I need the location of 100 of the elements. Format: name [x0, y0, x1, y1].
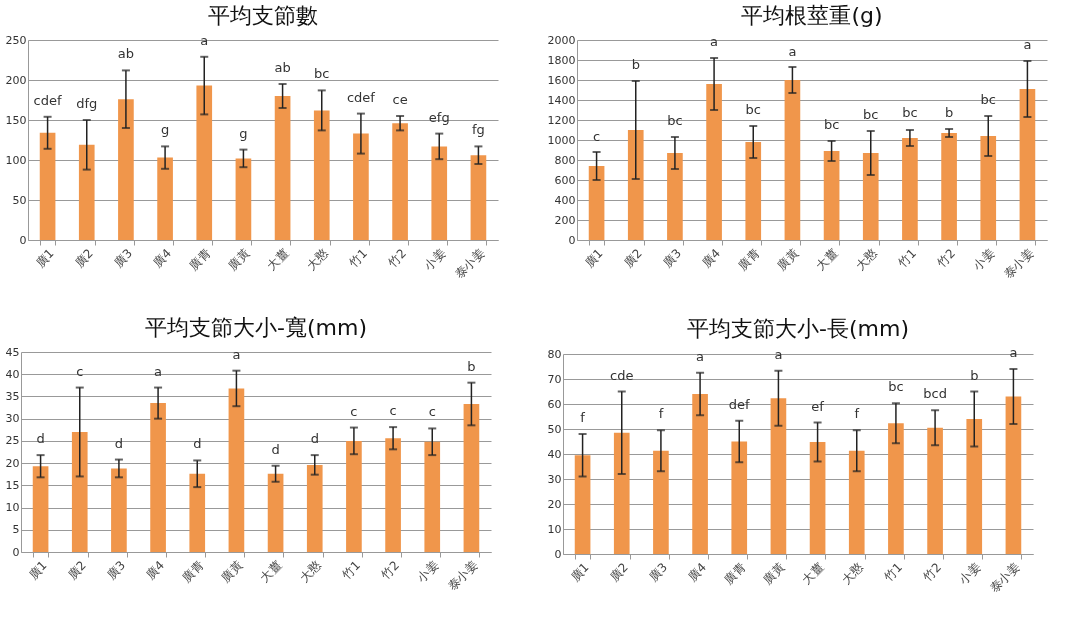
annotation: bc: [745, 102, 761, 117]
bar: [902, 138, 918, 240]
bar: [784, 80, 801, 240]
x-tick-label: 廣3: [111, 246, 135, 270]
annotation: bc: [980, 92, 996, 107]
x-tick-label: 廣3: [660, 246, 684, 270]
x-tick-label: 大薑: [257, 558, 285, 585]
annotation: d: [36, 431, 45, 447]
annotation: bc: [667, 113, 683, 128]
bar: [346, 440, 362, 552]
annotation: d: [114, 435, 124, 451]
x-tick-label: 廣黃: [218, 558, 246, 585]
bar: [196, 85, 213, 240]
x-tick-label: 廣2: [71, 246, 96, 270]
x-tick-label: 竹2: [378, 558, 403, 582]
y-tick-label: 40: [547, 447, 562, 461]
x-tick-label: 大憨: [296, 558, 324, 585]
x-tick-label: 廣4: [143, 558, 168, 582]
annotation: b: [944, 105, 954, 120]
bar: [966, 419, 983, 554]
annotation: f: [658, 406, 664, 422]
bar: [189, 473, 206, 552]
bar: [941, 133, 957, 240]
x-tick-label: 廣青: [721, 560, 749, 587]
x-tick-label: 廣4: [685, 560, 710, 584]
x-tick-label: 小姜: [414, 558, 442, 585]
x-tick-label: 竹2: [934, 246, 959, 270]
bar: [1019, 89, 1036, 240]
y-tick-label: 10: [5, 501, 20, 515]
annotation: g: [160, 122, 170, 138]
x-tick-label: 竹1: [881, 560, 905, 584]
annotation: a: [232, 346, 241, 362]
annotation: c: [389, 403, 397, 419]
bar: [574, 455, 591, 554]
x-tick-label: 大憨: [303, 246, 331, 273]
bar: [692, 394, 708, 554]
bar: [111, 468, 127, 552]
annotation: b: [970, 367, 979, 383]
x-tick-label: 小姜: [970, 246, 998, 273]
y-tick-label: 250: [5, 33, 27, 47]
x-tick-label: 廣1: [25, 558, 50, 582]
y-tick-label: 60: [547, 397, 562, 411]
y-tick-label: 1800: [547, 53, 576, 67]
bar: [706, 84, 722, 240]
bar: [927, 427, 943, 554]
x-tick-label: 廣1: [567, 560, 592, 584]
x-tick-label: 小姜: [956, 560, 984, 587]
annotation: a: [788, 43, 797, 59]
bar: [385, 438, 401, 552]
x-tick-label: 廣1: [32, 246, 57, 270]
annotation: a: [710, 33, 719, 49]
x-tick-label: 廣2: [64, 558, 89, 582]
y-tick-label: 50: [12, 193, 27, 207]
x-tick-label: 廣2: [620, 246, 645, 270]
bar: [1005, 396, 1022, 554]
bar: [306, 464, 323, 552]
y-tick-label: 80: [547, 347, 562, 361]
bar: [463, 404, 480, 552]
annotation: a: [154, 363, 163, 379]
x-tick-label: 廣1: [581, 246, 606, 270]
bar: [431, 146, 448, 240]
y-tick-label: 10: [547, 522, 562, 536]
chart-title: 平均支節大小-長(mm): [687, 316, 909, 341]
bar: [267, 473, 284, 552]
bar: [470, 155, 487, 240]
y-tick-label: 2000: [547, 33, 576, 47]
annotation: d: [310, 431, 319, 447]
y-tick-label: 50: [547, 422, 562, 436]
annotation: bc: [888, 379, 904, 395]
annotation: bcd: [923, 386, 947, 402]
x-tick-label: 廣3: [104, 558, 128, 582]
annotation: dfg: [76, 96, 98, 111]
annotation: c: [428, 404, 436, 420]
bar: [118, 99, 134, 240]
x-tick-label: 廣2: [606, 560, 631, 584]
bar: [39, 132, 56, 240]
annotation: ab: [117, 46, 135, 62]
annotation: a: [1023, 37, 1032, 52]
bar: [274, 96, 291, 240]
bar: [980, 136, 997, 240]
bar: [770, 398, 787, 554]
bar: [32, 466, 49, 552]
annotation: b: [467, 358, 476, 374]
annotation: g: [239, 125, 248, 141]
y-tick-label: 35: [5, 389, 20, 403]
bar: [653, 450, 669, 554]
x-tick-label: 竹1: [895, 246, 919, 270]
bar: [228, 388, 245, 552]
y-tick-label: 15: [5, 478, 20, 492]
y-tick-label: 0: [19, 233, 27, 247]
annotation: f: [580, 410, 586, 425]
bar: [809, 442, 826, 554]
y-tick-label: 40: [5, 367, 20, 381]
bar: [353, 133, 369, 240]
bar: [888, 423, 904, 554]
bar: [588, 166, 605, 240]
annotation: a: [774, 346, 783, 362]
y-tick-label: 20: [5, 456, 20, 470]
annotation: c: [76, 363, 84, 379]
bar: [392, 123, 408, 240]
